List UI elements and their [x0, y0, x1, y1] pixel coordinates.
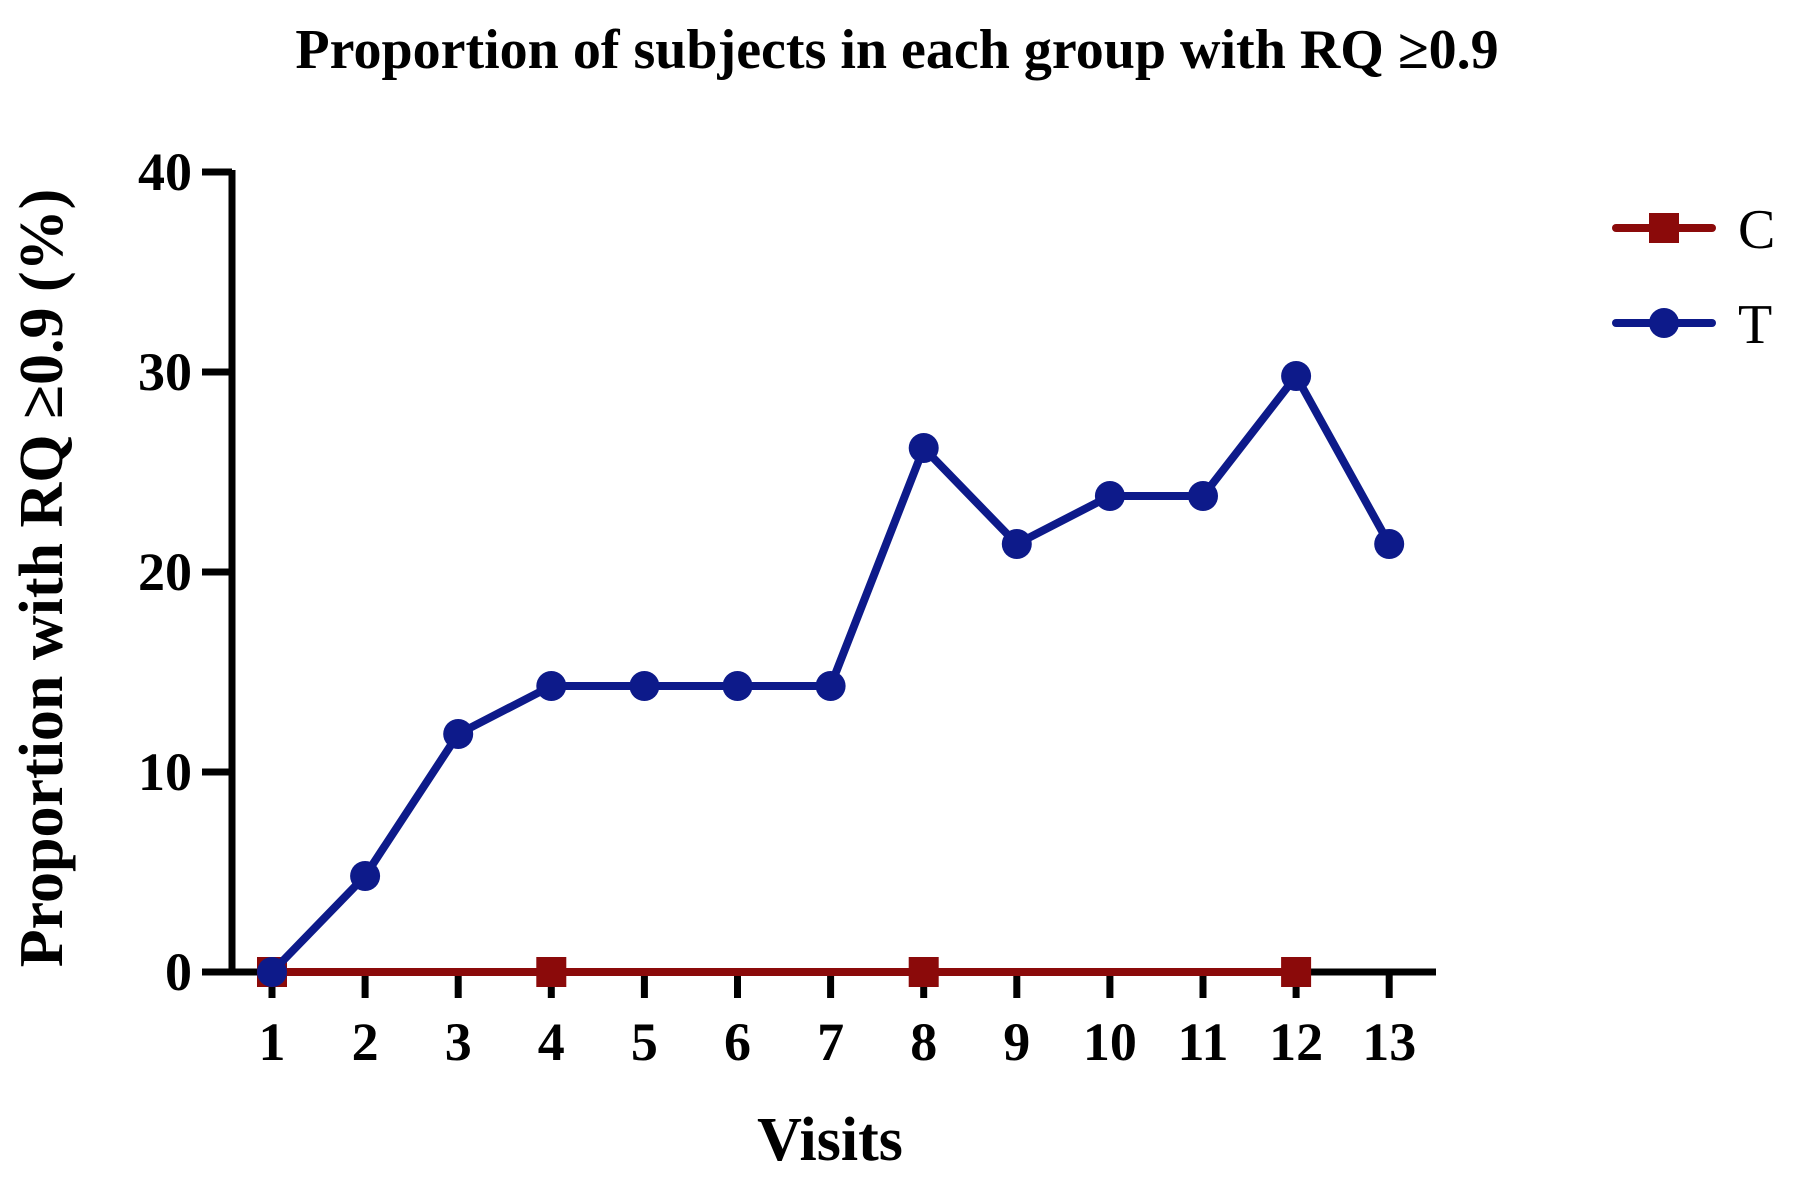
data-point-T: [350, 861, 381, 891]
series-layer: [257, 361, 1405, 987]
y-axis-label: Proportion with RQ ≥0.9 (%): [8, 189, 76, 968]
data-point-T: [815, 671, 846, 701]
y-tick-label: 10: [138, 742, 192, 802]
data-point-T: [257, 957, 287, 987]
data-point-T: [908, 433, 939, 463]
data-point-T: [1281, 361, 1312, 391]
series-C: [257, 957, 1312, 987]
x-tick-label: 2: [352, 1012, 379, 1072]
x-tick-label: 12: [1269, 1012, 1323, 1072]
data-point-T: [1094, 481, 1125, 511]
x-tick-label: 11: [1177, 1012, 1228, 1072]
legend-label: T: [1738, 294, 1772, 356]
data-point-T: [536, 671, 567, 701]
x-tick-label: 6: [724, 1012, 751, 1072]
y-tick-label: 20: [138, 542, 192, 602]
data-point-C: [1281, 957, 1312, 987]
x-tick-label: 9: [1003, 1012, 1030, 1072]
chart-title: Proportion of subjects in each group wit…: [295, 19, 1498, 81]
data-point-T: [629, 671, 660, 701]
data-point-C: [908, 957, 939, 987]
data-point-T: [1188, 481, 1218, 511]
legend-marker: [1649, 213, 1679, 243]
legend: CT: [1612, 199, 1775, 356]
data-point-T: [722, 671, 753, 701]
data-point-T: [1001, 529, 1032, 559]
y-tick-label: 0: [165, 942, 192, 1002]
x-tick-label: 3: [445, 1012, 472, 1072]
x-tick-label: 8: [910, 1012, 937, 1072]
y-tick-label: 40: [138, 142, 192, 202]
data-point-T: [443, 719, 474, 749]
series-T: [257, 361, 1405, 987]
x-tick-label: 7: [817, 1012, 844, 1072]
data-point-T: [1374, 529, 1405, 559]
legend-item-C: C: [1612, 199, 1775, 261]
legend-label: C: [1738, 199, 1775, 261]
x-axis-label: Visits: [757, 1106, 903, 1174]
x-tick-label: 13: [1362, 1012, 1416, 1072]
data-point-C: [536, 957, 567, 987]
x-tick-label: 1: [259, 1012, 286, 1072]
y-tick-label: 30: [138, 342, 192, 402]
legend-item-T: T: [1612, 294, 1772, 356]
x-tick-label: 4: [538, 1012, 565, 1072]
x-tick-label: 10: [1083, 1012, 1137, 1072]
legend-marker: [1649, 308, 1679, 338]
x-tick-label: 5: [631, 1012, 658, 1072]
